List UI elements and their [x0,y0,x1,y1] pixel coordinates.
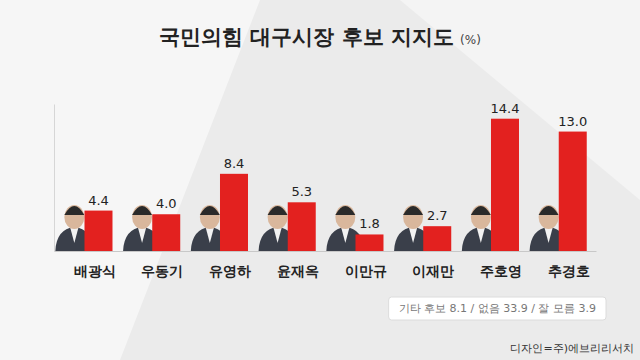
x-tick: 우동기 [141,251,183,279]
x-tick: 유영하 [209,251,251,279]
note-box: 기타 후보 8.1 / 없음 33.9 / 잘 모름 3.9 [389,297,606,320]
portrait-shirt [274,228,282,243]
data-labels: 4.4 4.0 8.4 5.3 1.8 2.7 14.4 13.0 [88,101,587,232]
bar [220,174,248,251]
portrait-hair [539,206,559,215]
data-label: 8.4 [224,156,245,171]
portrait-shirt [70,228,78,243]
data-label: 13.0 [558,114,587,129]
portrait-head [268,205,288,229]
portrait-head [471,205,491,229]
x-tick: 주호영 [480,251,522,279]
x-axis: 배광식 우동기 유영하 윤재옥 이만규 이재만 주호영 추경호 [55,251,597,279]
bar [491,119,519,251]
x-tick-label: 배광식 [74,263,116,279]
x-tick-label: 우동기 [141,263,183,279]
bar [84,211,112,251]
portrait-shirt [477,228,485,243]
bars [84,119,586,251]
bar [559,132,587,251]
x-tick-label: 유영하 [209,263,251,279]
x-tick-label: 이재만 [412,263,454,279]
title: 국민의힘 대구시장 후보 지지도 (%) [159,25,481,49]
portrait-head [335,205,355,229]
note: 기타 후보 8.1 / 없음 33.9 / 잘 모름 3.9 [399,302,596,315]
portrait-shirt [545,228,553,243]
portrait-head [200,205,220,229]
x-tick-label: 주호영 [480,263,522,279]
data-label: 4.4 [88,193,109,208]
x-tick: 추경호 [548,251,590,279]
portrait-hair [200,206,220,215]
unit-label: (%) [460,33,481,47]
portrait-shirt [206,228,214,243]
y-axis-line [54,105,55,252]
data-label: 5.3 [291,184,312,199]
credit: 디자인=주)에브리리서치 [510,342,634,355]
x-tick: 이재만 [412,251,454,279]
portrait-hair [335,206,355,215]
title-text: 국민의힘 대구시장 후보 지지도 [159,25,454,49]
portrait-head [64,205,84,229]
background [0,0,640,360]
chart: 국민의힘 대구시장 후보 지지도 (%) 4.4 4.0 8.4 5.3 1.8 2.7 14.… [0,0,640,360]
portrait-hair [64,206,84,215]
portrait-head [132,205,152,229]
portrait-head [403,205,423,229]
portrait-hair [471,206,491,215]
data-label: 14.4 [491,101,520,116]
bar [288,202,316,251]
x-axis-line [55,251,597,252]
x-tick-label: 이만규 [345,263,387,279]
x-tick-label: 추경호 [548,263,590,279]
x-tick: 배광식 [74,251,116,279]
x-tick: 이만규 [345,251,387,279]
portrait-hair [403,206,423,215]
note-background [389,297,606,320]
data-label: 4.0 [156,196,177,211]
portrait-shirt [409,228,417,243]
background-shape [0,0,260,360]
y-axis [54,105,55,252]
portrait-head [539,205,559,229]
portrait-shirt [341,228,349,243]
portrait-hair [132,206,152,215]
x-tick-label: 윤재옥 [277,263,319,279]
portrait-hair [268,206,288,215]
portrait-shirt [138,228,146,243]
bar [423,226,451,251]
data-label: 2.7 [427,208,448,223]
data-label: 1.8 [359,216,380,231]
bar [152,214,180,251]
x-tick: 윤재옥 [277,251,319,279]
bar [355,234,383,251]
